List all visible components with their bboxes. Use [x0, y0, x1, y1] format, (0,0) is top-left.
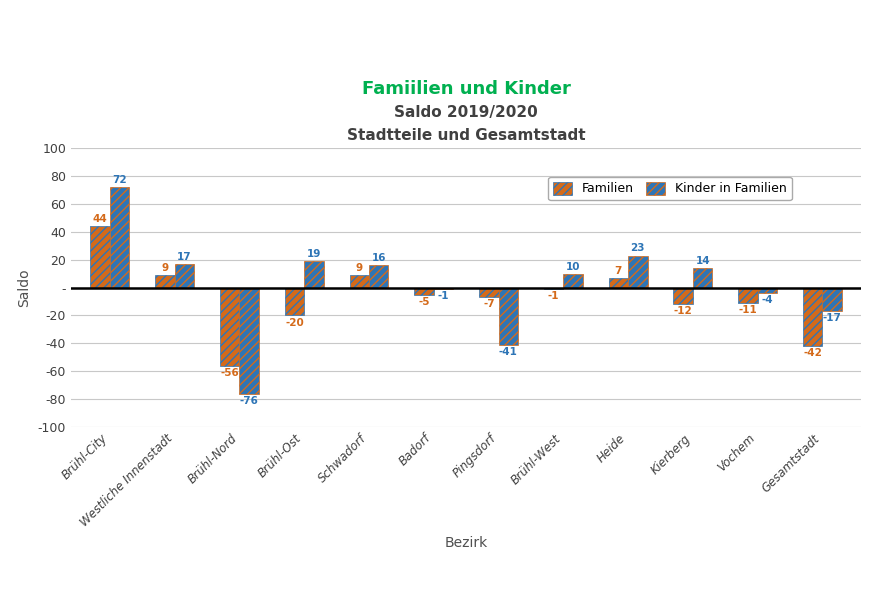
Text: -5: -5	[418, 296, 430, 307]
Bar	[305, 261, 324, 288]
Text: 14: 14	[695, 256, 710, 266]
Text: 7: 7	[614, 266, 622, 276]
Text: -76: -76	[240, 396, 258, 406]
Text: -4: -4	[762, 295, 773, 305]
Text: 19: 19	[306, 249, 321, 259]
Bar	[240, 288, 259, 394]
Bar	[480, 288, 498, 297]
Bar	[220, 288, 240, 366]
Bar	[822, 288, 842, 311]
Text: 9: 9	[162, 263, 169, 273]
Text: -17: -17	[823, 313, 842, 323]
Text: Saldo 2019/2020: Saldo 2019/2020	[394, 106, 538, 120]
Text: -12: -12	[674, 307, 693, 317]
Text: 72: 72	[112, 175, 127, 185]
Text: -41: -41	[499, 347, 518, 357]
Text: 9: 9	[356, 263, 363, 273]
Text: 23: 23	[630, 244, 645, 253]
Text: 17: 17	[177, 252, 192, 262]
Text: -56: -56	[220, 368, 239, 378]
Bar	[369, 265, 388, 288]
Text: 16: 16	[371, 253, 386, 263]
Bar	[350, 275, 369, 288]
Text: -7: -7	[483, 299, 495, 310]
Bar	[155, 275, 175, 288]
Bar	[498, 288, 518, 345]
Bar	[544, 288, 563, 289]
Bar	[110, 187, 130, 288]
Bar	[693, 268, 712, 288]
Text: -1: -1	[548, 291, 559, 301]
Text: -20: -20	[285, 318, 304, 327]
Bar	[628, 256, 647, 288]
Text: 10: 10	[566, 262, 581, 272]
Bar	[415, 288, 434, 295]
Bar	[434, 288, 453, 289]
Bar	[175, 264, 194, 288]
Text: -1: -1	[438, 291, 449, 301]
Legend: Familien, Kinder in Familien: Familien, Kinder in Familien	[548, 177, 792, 200]
Bar	[285, 288, 305, 315]
Y-axis label: Saldo: Saldo	[17, 268, 31, 307]
Text: Stadtteile und Gesamtstadt: Stadtteile und Gesamtstadt	[347, 127, 585, 143]
Bar	[757, 288, 777, 293]
Bar	[738, 288, 757, 303]
Bar	[91, 227, 110, 288]
Text: -11: -11	[739, 305, 757, 315]
Text: 44: 44	[93, 214, 107, 224]
Bar	[563, 274, 583, 288]
Bar	[803, 288, 822, 346]
Bar	[608, 278, 628, 288]
Text: -42: -42	[804, 348, 822, 358]
Bar	[673, 288, 693, 304]
Text: Famiilien und Kinder: Famiilien und Kinder	[361, 80, 571, 98]
X-axis label: Bezirk: Bezirk	[445, 536, 488, 550]
